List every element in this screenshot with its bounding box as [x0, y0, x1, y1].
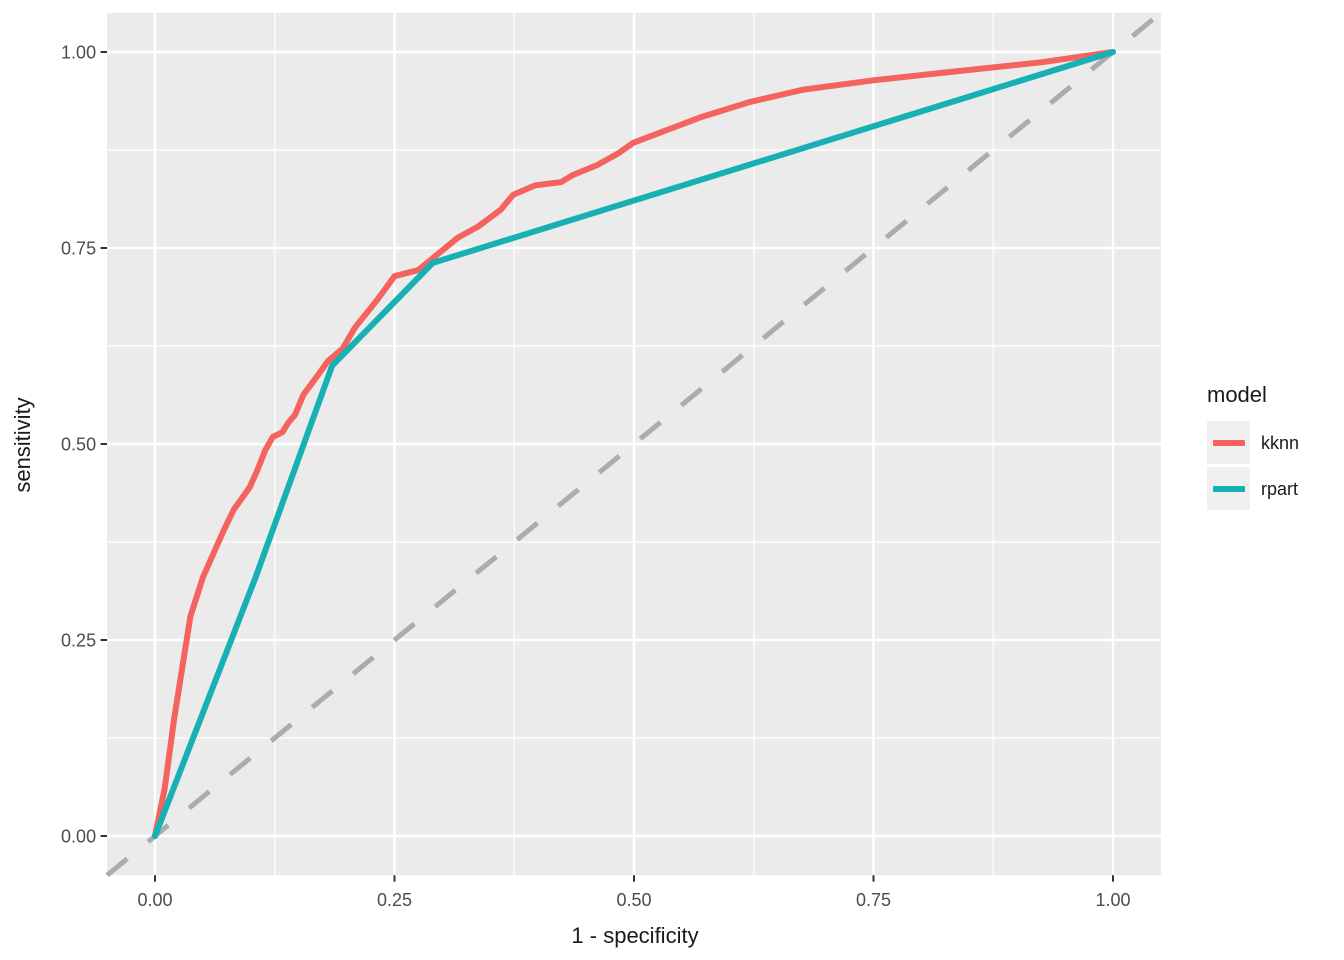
legend-key-box	[1207, 467, 1250, 510]
rpart-line-swatch	[1212, 485, 1245, 492]
legend-entry-kknn: kknn	[1207, 421, 1299, 464]
x-tick-label: 0.75	[856, 890, 891, 910]
x-axis-title: 1 - specificity	[571, 923, 698, 948]
y-axis-title: sensitivity	[10, 397, 35, 492]
roc-curve-kknn	[152, 49, 1116, 839]
x-tick-label: 0.25	[377, 890, 412, 910]
x-tick-label: 0.50	[616, 890, 651, 910]
y-tick-label: 0.00	[61, 827, 96, 847]
legend: model kknn rpart	[1207, 384, 1299, 513]
legend-label-kknn: kknn	[1261, 432, 1300, 453]
y-tick-label: 0.75	[61, 239, 96, 259]
legend-key-box	[1207, 421, 1250, 464]
y-tick-label: 0.25	[61, 631, 96, 651]
x-tick-label: 1.00	[1095, 890, 1130, 910]
x-tick-label: 0.00	[137, 890, 172, 910]
legend-title: model	[1207, 382, 1267, 407]
y-tick-label: 1.00	[61, 43, 96, 63]
diagonal-reference-line	[105, 10, 1163, 878]
roc-curve-rpart	[152, 49, 1116, 839]
kknn-line-swatch	[1212, 439, 1245, 446]
y-tick-label: 0.50	[61, 435, 96, 455]
legend-label-rpart: rpart	[1261, 478, 1299, 499]
legend-entry-rpart: rpart	[1207, 467, 1299, 510]
